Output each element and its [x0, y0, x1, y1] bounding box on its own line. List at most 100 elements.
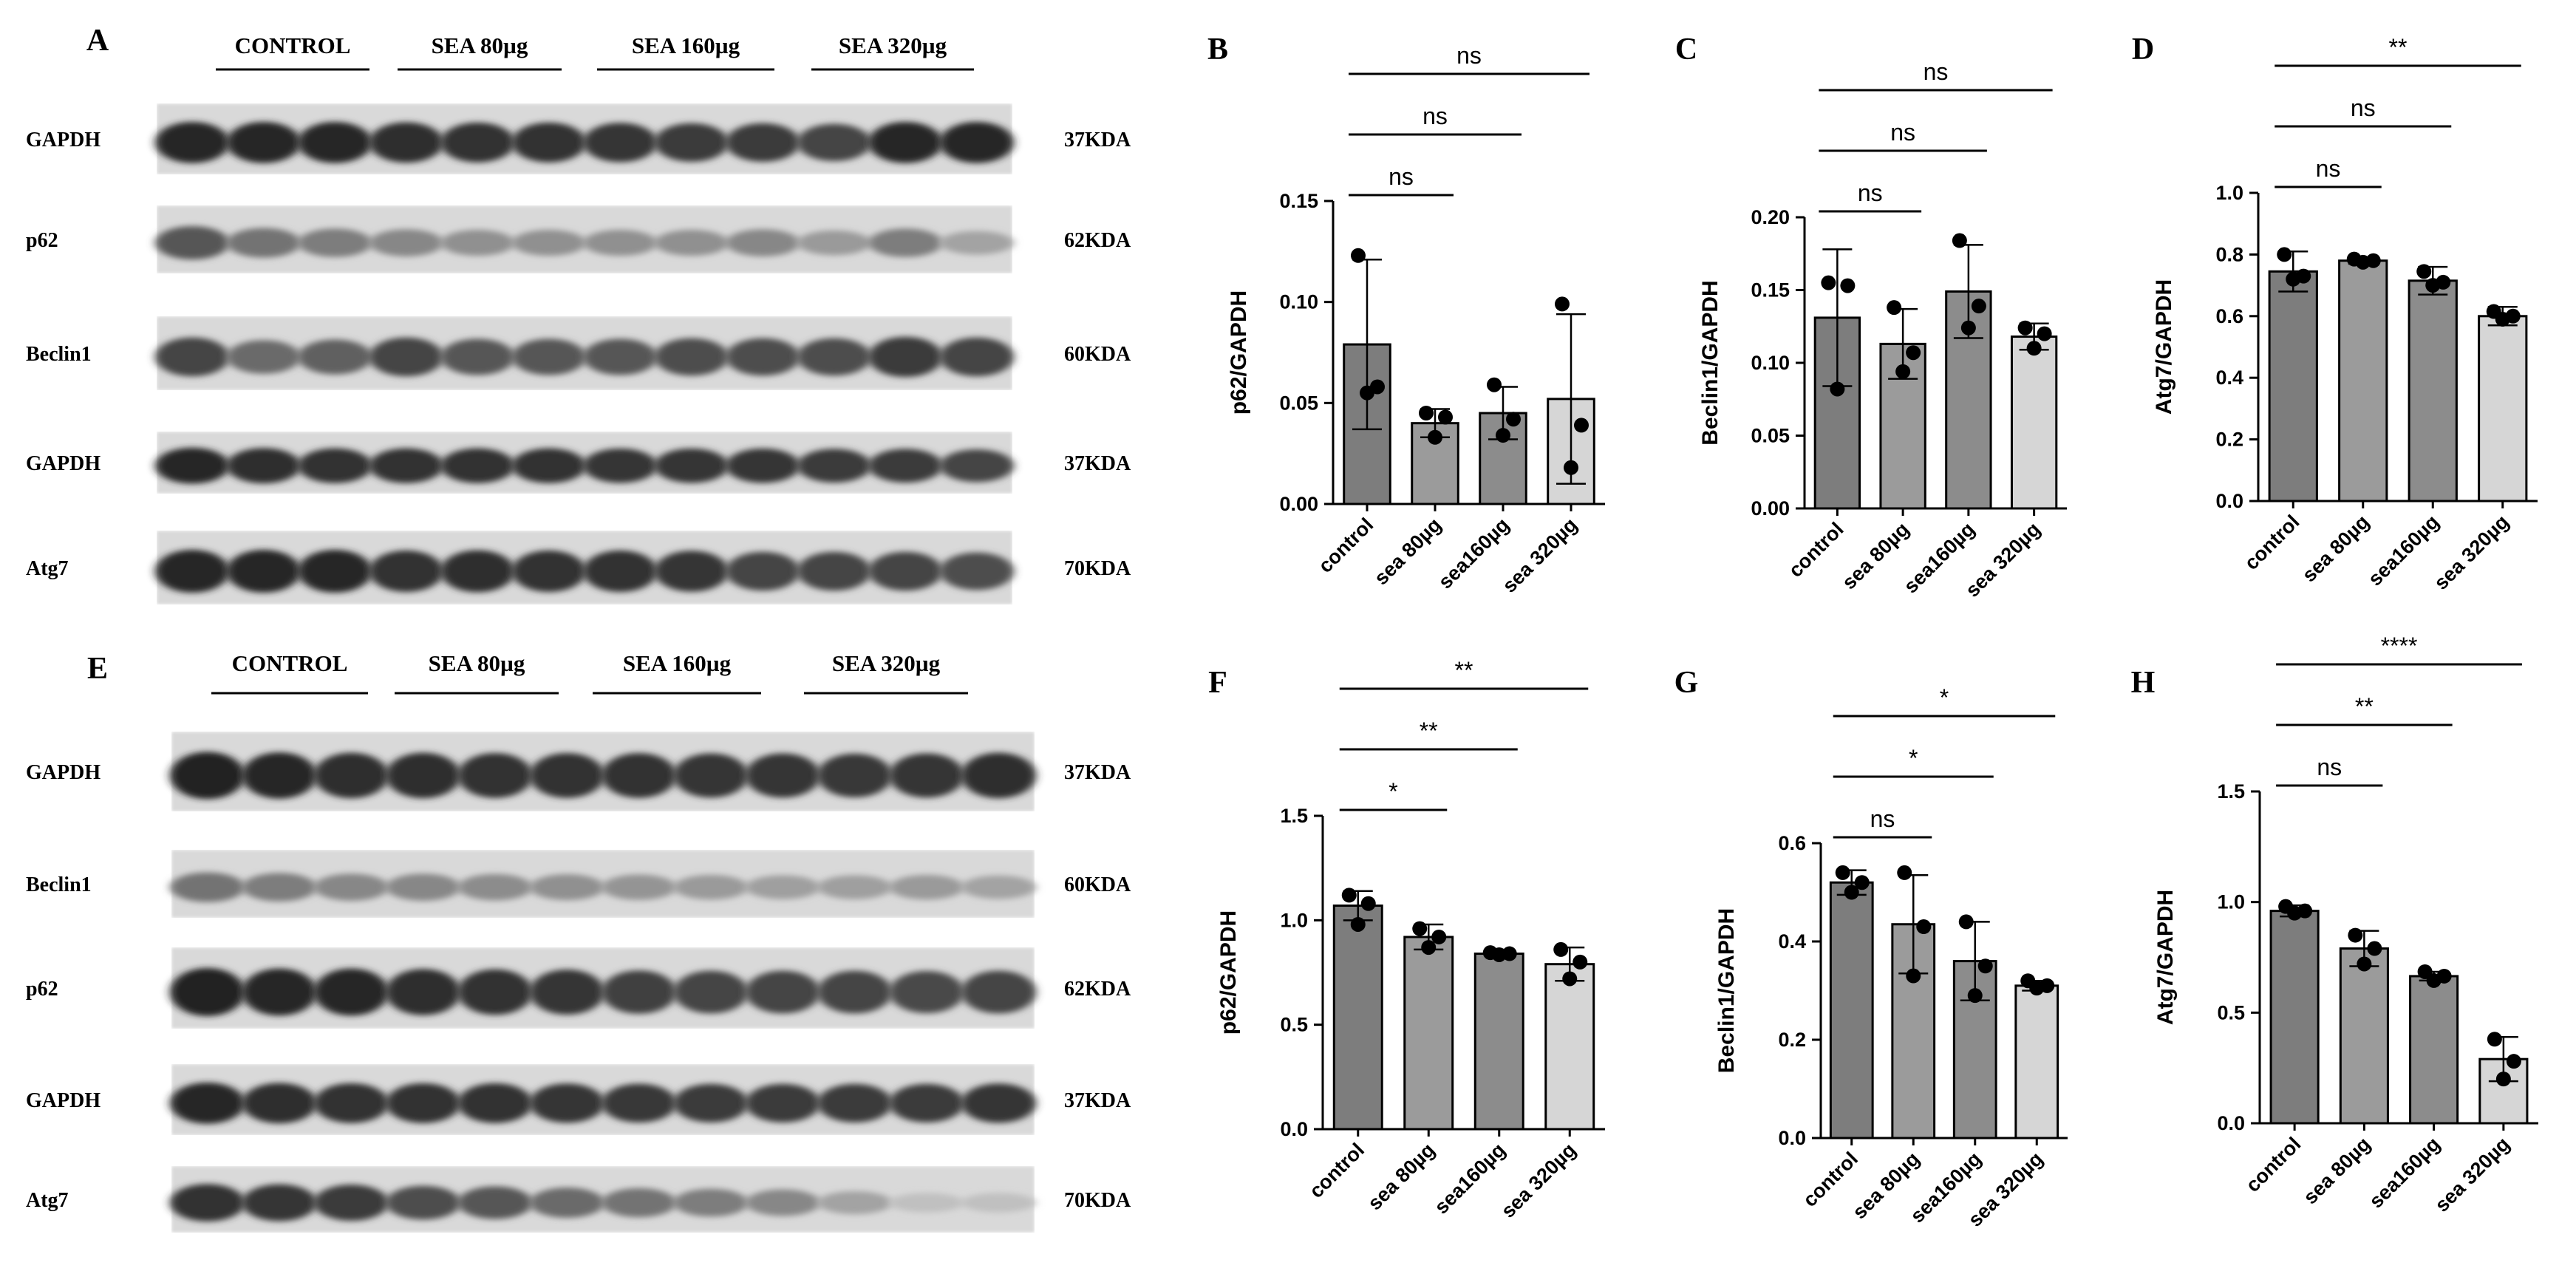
y-tick-label: 0.5: [1280, 1014, 1308, 1036]
data-point: [1977, 958, 1993, 974]
blot-band: [529, 1083, 604, 1123]
blot-band: [170, 752, 245, 800]
blot-band: [440, 448, 515, 483]
blot-band: [529, 969, 604, 1015]
blot-band: [298, 228, 372, 257]
blot-band: [529, 752, 604, 798]
protein-label: GAPDH: [26, 761, 100, 784]
significance-label: *: [1388, 778, 1397, 805]
blot-band: [457, 1186, 533, 1219]
y-tick-label: 0.10: [1751, 352, 1790, 374]
data-point: [1830, 381, 1845, 397]
data-point: [1971, 299, 1986, 314]
significance-label: ns: [1388, 163, 1414, 190]
bar: [1473, 953, 1524, 1131]
protein-label: p62: [26, 229, 58, 252]
blot-panel-a: A CONTROL SEA 80µg SEA 160µg SEA 320µg GAPDH 3…: [26, 24, 1131, 604]
bar: [2408, 279, 2458, 503]
data-point: [2287, 905, 2303, 921]
blot-band: [673, 970, 749, 1014]
y-tick-label: 0.20: [1751, 206, 1790, 228]
bar: [2478, 1057, 2529, 1125]
blot-band: [226, 340, 301, 374]
significance-label: **: [2389, 34, 2408, 61]
blot-band: [386, 1185, 461, 1220]
bar: [2268, 270, 2318, 503]
y-axis-title: Beclin1/GAPDH: [1714, 908, 1739, 1073]
blot-band: [511, 338, 586, 375]
y-tick-label: 0.4: [1778, 930, 1806, 953]
blot-band: [868, 121, 943, 163]
category-label: sea 320µg: [2430, 1133, 2514, 1216]
data-point: [1350, 916, 1366, 932]
y-axis-title: Beclin1/GAPDH: [1698, 280, 1723, 445]
blot-band: [889, 970, 964, 1014]
category-label: control: [1799, 1148, 1862, 1211]
data-point: [1574, 418, 1589, 433]
protein-label: Atg7: [26, 1189, 69, 1212]
blot-band: [868, 228, 943, 257]
data-point: [1952, 233, 1967, 248]
category-label: control: [2241, 1133, 2305, 1196]
y-tick-label: 0.4: [2215, 367, 2243, 389]
bar: [1829, 881, 1874, 1140]
blot-band: [242, 752, 317, 799]
blot-band: [797, 123, 871, 162]
category-label: control: [1314, 514, 1377, 577]
data-point: [1844, 885, 1859, 900]
blot-band: [226, 121, 301, 163]
y-tick-label: 1.0: [1280, 909, 1308, 931]
blot-band: [654, 123, 729, 163]
data-point: [2037, 326, 2052, 341]
data-point: [2017, 320, 2033, 335]
y-tick-label: 0.00: [1751, 497, 1790, 520]
blot-band: [369, 550, 443, 593]
y-tick-label: 0.6: [2215, 305, 2243, 327]
blot-band: [298, 549, 372, 593]
data-point: [1491, 947, 1507, 962]
data-point: [2026, 341, 2042, 356]
blot-band: [386, 969, 461, 1015]
data-point: [1958, 914, 1974, 930]
significance-label: ns: [1456, 42, 1482, 69]
protein-label: p62: [26, 978, 58, 1001]
panel-letter-b: B: [1207, 33, 1228, 67]
blot-band: [583, 123, 658, 163]
data-point: [1428, 429, 1442, 445]
y-tick-label: 0.8: [2215, 243, 2243, 265]
category-label: sea 320µg: [1497, 1139, 1581, 1222]
y-axis-title: Atg7/GAPDH: [2153, 890, 2178, 1025]
blot-band: [313, 1083, 389, 1123]
data-point: [1360, 385, 1374, 401]
kda-label: 62KDA: [1064, 229, 1131, 252]
data-point: [1421, 940, 1437, 956]
blot-row-atg7: Atg7 70KDA: [26, 531, 1131, 604]
blot-band: [155, 337, 230, 377]
group-label: CONTROL: [235, 33, 351, 58]
significance-label: *: [1909, 745, 1918, 771]
blot-band: [939, 337, 1014, 377]
blot-row-p62: p62 62KDA: [26, 205, 1131, 273]
blot-band: [298, 448, 372, 483]
data-point: [2425, 278, 2441, 293]
blot-band: [313, 752, 389, 799]
data-point: [1564, 460, 1578, 475]
protein-label: Atg7: [26, 557, 69, 580]
category-label: control: [2241, 511, 2304, 574]
data-point: [1906, 345, 1921, 361]
data-point: [1412, 921, 1428, 936]
panel-letter-f: F: [1208, 666, 1227, 700]
blot-band: [654, 551, 729, 592]
y-tick-label: 0.0: [2215, 490, 2243, 512]
protein-label: Beclin1: [26, 873, 92, 896]
blot-band: [797, 230, 871, 256]
kda-label: 60KDA: [1064, 873, 1131, 896]
significance-label: ns: [2351, 95, 2376, 121]
significance-label: **: [1420, 718, 1438, 744]
blot-band: [583, 550, 658, 593]
blot-band: [654, 338, 729, 376]
